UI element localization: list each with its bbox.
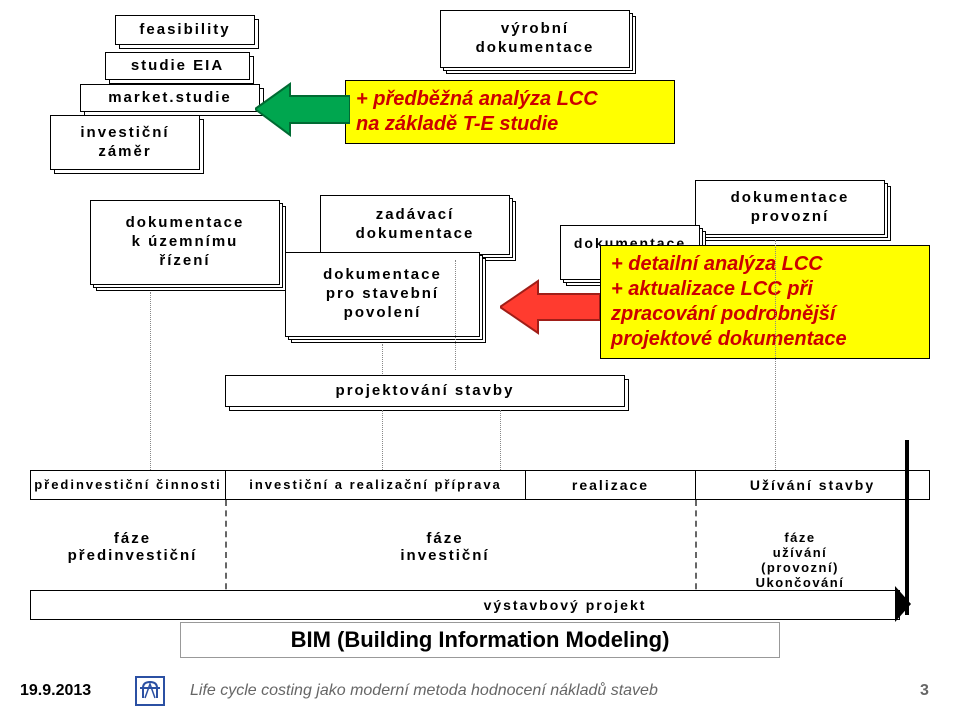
text: aktualizace LCC při [628,278,813,300]
footer: 19.9.2013 Life cycle costing jako modern… [0,671,960,711]
label: projektování stavby [336,382,515,401]
footer-page: 3 [920,682,960,700]
vline2 [382,344,383,374]
text: detailní analýza LCC [628,253,823,275]
hl2-l3: zpracování podrobnější [611,302,919,327]
label: Užívání stavby [750,477,875,493]
label: výrobní dokumentace [476,20,595,58]
seg-uzivani: Užívání stavby [696,471,929,499]
label-faze-predinv: fáze předinvestiční [40,530,225,564]
box-vyrobni-dok: výrobní dokumentace [440,10,630,68]
row-end-marker [895,586,911,622]
label: výstavbový projekt [284,597,647,613]
phase-row-1: předinvestiční činnosti investiční a rea… [30,470,930,500]
seg-invest-priprava: investiční a realizační příprava [226,471,526,499]
box-feasibility: feasibility [115,15,255,45]
box-dok-staveb: dokumentace pro stavební povolení [285,252,480,337]
box-market-studie: market.studie [80,84,260,112]
label: studie EIA [131,57,224,76]
label: investiční a realizační příprava [249,478,502,492]
box-projektovani: projektování stavby [225,375,625,407]
box-dok-uzemni: dokumentace k územnímu řízení [90,200,280,285]
label: dokumentace k územnímu řízení [126,214,245,270]
label: dokumentace pro stavební povolení [323,266,442,322]
hl2-l2: + aktualizace LCC při [611,277,919,302]
box-zadavaci-dok: zadávací dokumentace [320,195,510,255]
vline3 [455,260,456,370]
label: feasibility [139,21,230,40]
hl1-line1: + předběžná analýza LCC [356,87,664,112]
plus: + [611,278,628,300]
arrow-red [500,278,600,336]
vline5 [775,240,776,470]
label: market.studie [108,89,232,108]
footer-logo [130,676,170,706]
hl2-l4: projektové dokumentace [611,327,919,352]
arrow-green [255,82,350,137]
phase-row-2: výstavbový projekt [30,590,900,620]
vline4 [500,410,501,470]
label-faze-invest: fáze investiční [360,530,530,564]
diagram-stage: feasibility studie EIA market.studie inv… [0,0,960,711]
bim-bar: BIM (Building Information Modeling) [180,622,780,658]
box-invest-zamer: investiční záměr [50,115,200,170]
footer-date: 19.9.2013 [0,682,130,700]
box-studie-eia: studie EIA [105,52,250,80]
text: předběžná analýza LCC [373,88,598,110]
label: investiční záměr [80,124,169,162]
footer-title: Life cycle costing jako moderní metoda h… [170,682,920,700]
label: předinvestiční činnosti [34,478,222,492]
box-dok-provoz: dokumentace provozní [695,180,885,235]
plus: + [356,88,373,110]
label: zadávací dokumentace [356,206,475,244]
seg-realizace: realizace [526,471,696,499]
vline2b [382,410,383,470]
seg-predinv: předinvestiční činnosti [31,471,226,499]
highlight-predbezna: + předběžná analýza LCC na základě T-E s… [345,80,675,144]
label: realizace [572,477,649,493]
label: dokumentace provozní [731,189,850,227]
hl2-l1: + detailní analýza LCC [611,252,919,277]
vline1 [150,292,151,472]
plus: + [611,253,628,275]
highlight-detailni: + detailní analýza LCC + aktualizace LCC… [600,245,930,359]
seg-vystavbovy: výstavbový projekt [31,591,899,619]
hl1-line2: na základě T-E studie [356,112,664,137]
